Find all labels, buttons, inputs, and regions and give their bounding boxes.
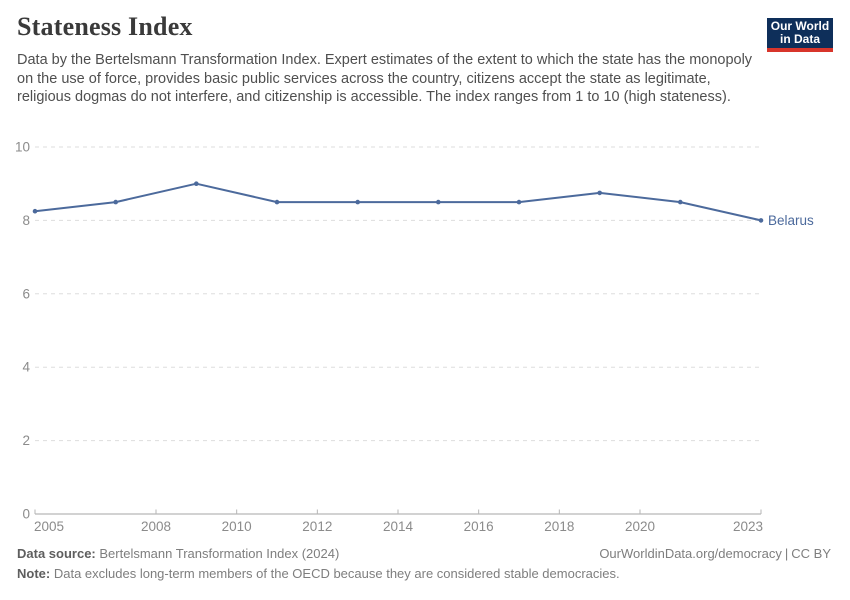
chart-footer: Data source: Bertelsmann Transformation … xyxy=(17,546,831,582)
logo-line2: in Data xyxy=(779,32,820,46)
x-tick-label-2005: 2005 xyxy=(34,519,64,534)
logo-line1: Our World xyxy=(770,19,830,33)
data-source-label: Data source: xyxy=(17,546,96,561)
x-tick-label-2020: 2020 xyxy=(625,519,655,534)
data-point-belarus-2011[interactable] xyxy=(274,199,280,205)
data-point-belarus-2005[interactable] xyxy=(32,208,38,214)
data-point-belarus-2017[interactable] xyxy=(516,199,522,205)
line-series-belarus[interactable] xyxy=(34,182,762,222)
attribution-separator: | xyxy=(784,546,789,561)
license-link[interactable]: CC BY xyxy=(791,546,831,561)
data-source: Data source: Bertelsmann Transformation … xyxy=(17,546,339,562)
data-point-belarus-2023[interactable] xyxy=(758,218,764,223)
data-point-belarus-2015[interactable] xyxy=(436,199,441,205)
x-tick-label-2008: 2008 xyxy=(141,519,171,534)
attribution: OurWorldinData.org/democracy | CC BY xyxy=(599,546,831,562)
owid-url-link[interactable]: OurWorldinData.org/democracy xyxy=(599,546,782,561)
y-tick-label-0: 0 xyxy=(22,507,30,522)
chart-subtitle: Data by the Bertelsmann Transformation I… xyxy=(17,52,753,105)
data-point-belarus-2019[interactable] xyxy=(597,190,602,196)
y-tick-label-4: 4 xyxy=(22,360,30,375)
page-title: Stateness Index xyxy=(17,12,193,41)
y-tick-label-10: 10 xyxy=(15,140,30,155)
owid-logo[interactable]: Our World in Data xyxy=(767,18,833,52)
line-chart[interactable]: 0 2 4 6 8 10 2005 2008 2010 2012 2014 2016 2018 2020 2… xyxy=(0,135,850,535)
y-tick-label-6: 6 xyxy=(22,286,30,301)
y-tick-label-2: 2 xyxy=(22,433,30,448)
note-text: Data excludes long-term members of the O… xyxy=(53,566,620,581)
x-tick-label-2012: 2012 xyxy=(302,519,332,534)
data-point-belarus-2009[interactable] xyxy=(194,181,199,186)
x-tick-label-2014: 2014 xyxy=(383,519,414,534)
data-source-text: Bertelsmann Transformation Index (2024) xyxy=(99,546,340,561)
note: Note: Data excludes long-term members of… xyxy=(17,566,831,582)
data-point-belarus-2013[interactable] xyxy=(355,199,361,205)
x-tick-label-2016: 2016 xyxy=(464,519,494,534)
series-label-belarus[interactable]: Belarus xyxy=(768,213,814,228)
data-point-belarus-2021[interactable] xyxy=(678,199,683,205)
y-tick-label-8: 8 xyxy=(22,213,30,228)
x-tick-label-2018: 2018 xyxy=(544,519,574,534)
note-label: Note: xyxy=(17,566,51,581)
data-point-belarus-2007[interactable] xyxy=(113,199,118,205)
x-tick-label-2023: 2023 xyxy=(733,519,763,534)
x-tick-label-2010: 2010 xyxy=(222,519,252,534)
